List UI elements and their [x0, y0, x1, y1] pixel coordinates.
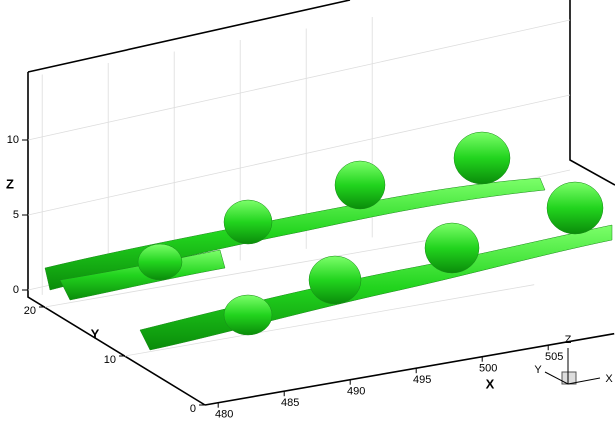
triad-label: Z	[565, 334, 572, 346]
vortex-head	[223, 294, 273, 336]
box-edge	[569, 0, 615, 186]
triad-label: Y	[534, 364, 542, 376]
x-tick-label: 485	[281, 397, 299, 409]
x-axis-title: X	[486, 376, 495, 391]
z-tick-label: 5	[13, 209, 19, 221]
triad-label: X	[605, 373, 613, 385]
vortex-head	[137, 243, 183, 281]
z-tick-label: 10	[7, 134, 19, 146]
grid-line	[44, 235, 455, 308]
x-tick-label: 490	[347, 386, 365, 398]
triad-axis	[567, 377, 601, 385]
vortex-head	[453, 131, 511, 185]
grid-line	[27, 19, 571, 141]
y-tick-label: 10	[104, 354, 116, 366]
vortex-head	[546, 181, 604, 235]
vortex-head	[223, 199, 273, 245]
box-edge	[27, 0, 351, 73]
x-tick-label: 500	[479, 363, 497, 375]
box-edge	[27, 72, 206, 406]
z-axis-title: Z	[6, 176, 14, 191]
vortex-head	[308, 255, 362, 305]
orientation-triad: Z X Y	[534, 334, 613, 385]
grid-line	[124, 284, 535, 357]
x-axis-line	[204, 332, 615, 406]
triad-axis	[544, 371, 569, 385]
x-tick-label: 480	[215, 409, 233, 421]
x-tick-label: 495	[413, 374, 431, 386]
y-axis-title: Y	[91, 326, 100, 341]
z-tick-label: 0	[13, 284, 19, 296]
y-tick-label: 20	[24, 305, 36, 317]
x-tick-label: 505	[545, 351, 563, 363]
box-walls	[27, 0, 615, 406]
vortex-tube	[59, 249, 226, 301]
vortex-head	[334, 160, 386, 210]
grid-line	[27, 94, 571, 216]
y-tick-label: 0	[190, 403, 196, 415]
vortex-tube	[44, 177, 546, 291]
isosurface	[44, 131, 613, 351]
vortex-head	[424, 222, 480, 274]
